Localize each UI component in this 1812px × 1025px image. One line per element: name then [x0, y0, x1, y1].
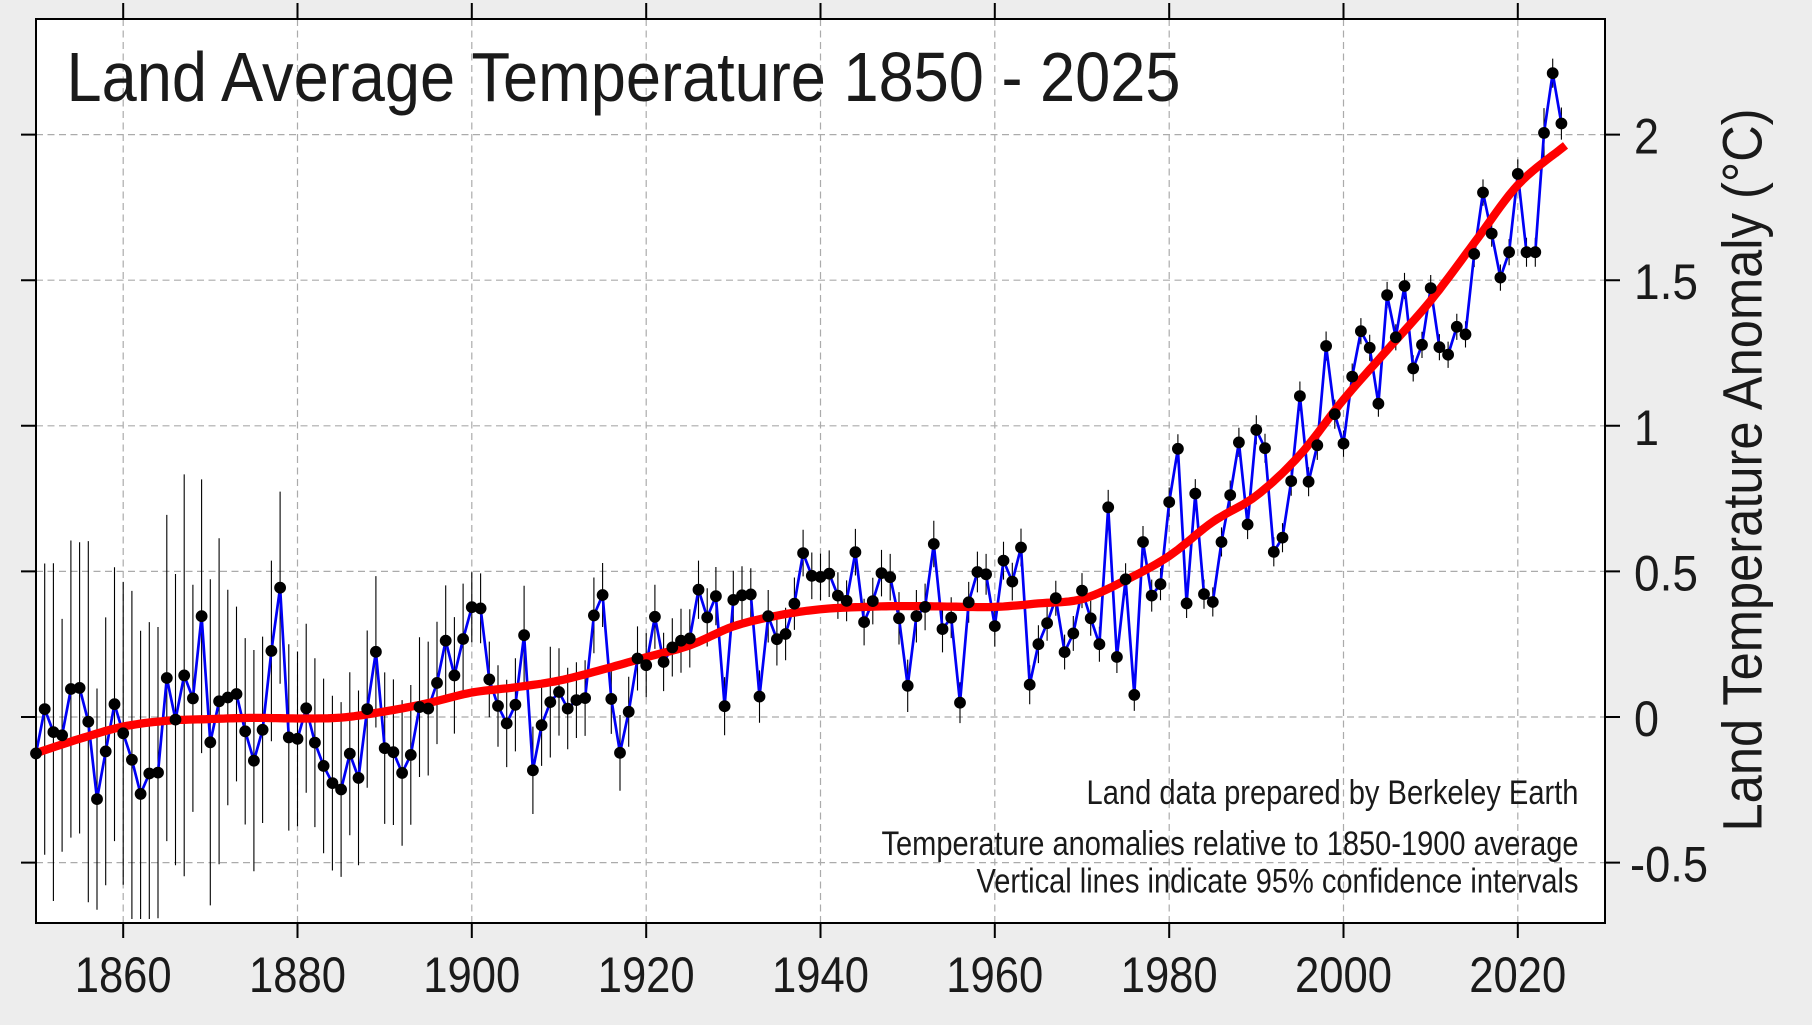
svg-text:2000: 2000	[1295, 947, 1392, 1003]
svg-text:0.5: 0.5	[1634, 545, 1698, 601]
svg-text:1940: 1940	[772, 947, 869, 1003]
svg-text:2020: 2020	[1469, 947, 1566, 1003]
svg-text:Land data prepared by Berkeley: Land data prepared by Berkeley Earth	[1087, 774, 1579, 812]
svg-text:1980: 1980	[1121, 947, 1218, 1003]
svg-text:1920: 1920	[598, 947, 695, 1003]
svg-text:Land Temperature Anomaly (°C): Land Temperature Anomaly (°C)	[1711, 109, 1774, 832]
svg-text:1.5: 1.5	[1634, 254, 1698, 310]
svg-text:1900: 1900	[423, 947, 520, 1003]
svg-text:Land Average Temperature 1850: Land Average Temperature 1850 - 2025	[67, 38, 1181, 116]
svg-text:0: 0	[1634, 691, 1659, 747]
svg-text:Temperature anomalies relative: Temperature anomalies relative to 1850-1…	[882, 825, 1579, 863]
svg-text:Vertical lines indicate 95% co: Vertical lines indicate 95% confidence i…	[977, 863, 1579, 901]
svg-text:1960: 1960	[946, 947, 1043, 1003]
svg-text:1: 1	[1634, 400, 1659, 456]
svg-text:1880: 1880	[249, 947, 346, 1003]
svg-text:-0.5: -0.5	[1630, 837, 1708, 893]
svg-text:2: 2	[1634, 109, 1659, 165]
svg-text:1860: 1860	[75, 947, 172, 1003]
